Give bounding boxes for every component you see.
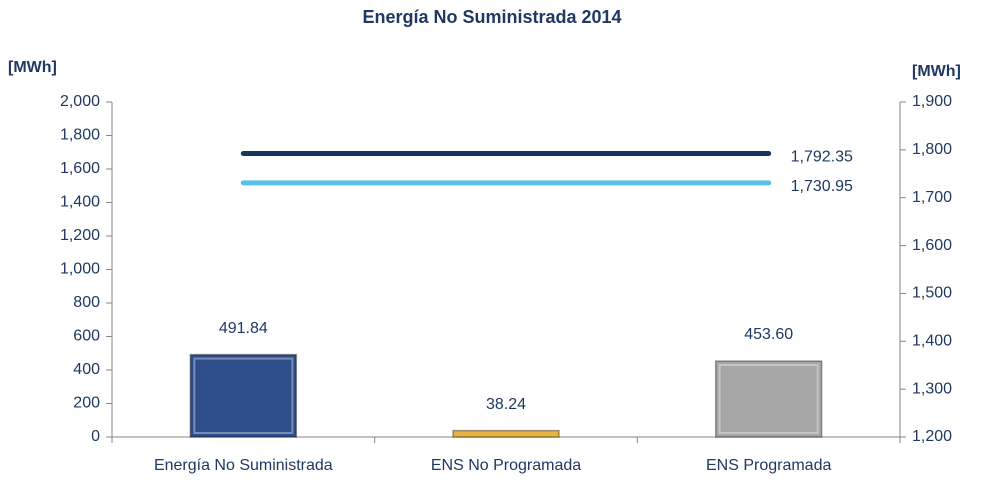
bar	[189, 353, 298, 438]
x-tick-label: Energía No Suministrada	[154, 457, 333, 474]
data-label: 453.60	[744, 326, 793, 343]
y2-tick-label: 1,200	[912, 428, 952, 445]
y2-axis-label: [MWh]	[912, 63, 961, 80]
y-tick-label: 0	[91, 428, 100, 445]
y-tick-label: 1,800	[60, 127, 100, 144]
line-label: 1,730.95	[791, 178, 853, 195]
y-tick-label: 800	[73, 294, 100, 311]
y2-tick-label: 1,300	[912, 380, 952, 397]
y-tick-label: 1,600	[60, 160, 100, 177]
chart-title: Energía No Suministrada 2014	[362, 7, 621, 27]
y-tick-label: 600	[73, 328, 100, 345]
y2-tick-label: 1,800	[912, 141, 952, 158]
y-tick-label: 200	[73, 395, 100, 412]
y-axis-label: [MWh]	[8, 59, 57, 76]
x-tick-label: ENS No Programada	[431, 457, 581, 474]
bar	[714, 360, 823, 438]
y2-tick-label: 1,900	[912, 93, 952, 110]
y-tick-label: 1,400	[60, 194, 100, 211]
bar-bevel	[193, 357, 294, 434]
y2-tick-label: 1,400	[912, 333, 952, 350]
y-tick-label: 1,000	[60, 261, 100, 278]
y-tick-label: 400	[73, 361, 100, 378]
line-label: 1,792.35	[791, 149, 853, 166]
bar	[452, 429, 560, 438]
data-label: 491.84	[219, 320, 268, 337]
y2-tick-label: 1,500	[912, 285, 952, 302]
y2-tick-label: 1,700	[912, 189, 952, 206]
y2-tick-label: 1,600	[912, 237, 952, 254]
x-tick-label: ENS Programada	[706, 457, 831, 474]
y-tick-label: 1,200	[60, 227, 100, 244]
data-label: 38.24	[486, 396, 526, 413]
bar-bevel	[718, 364, 819, 434]
y-tick-label: 2,000	[60, 93, 100, 110]
